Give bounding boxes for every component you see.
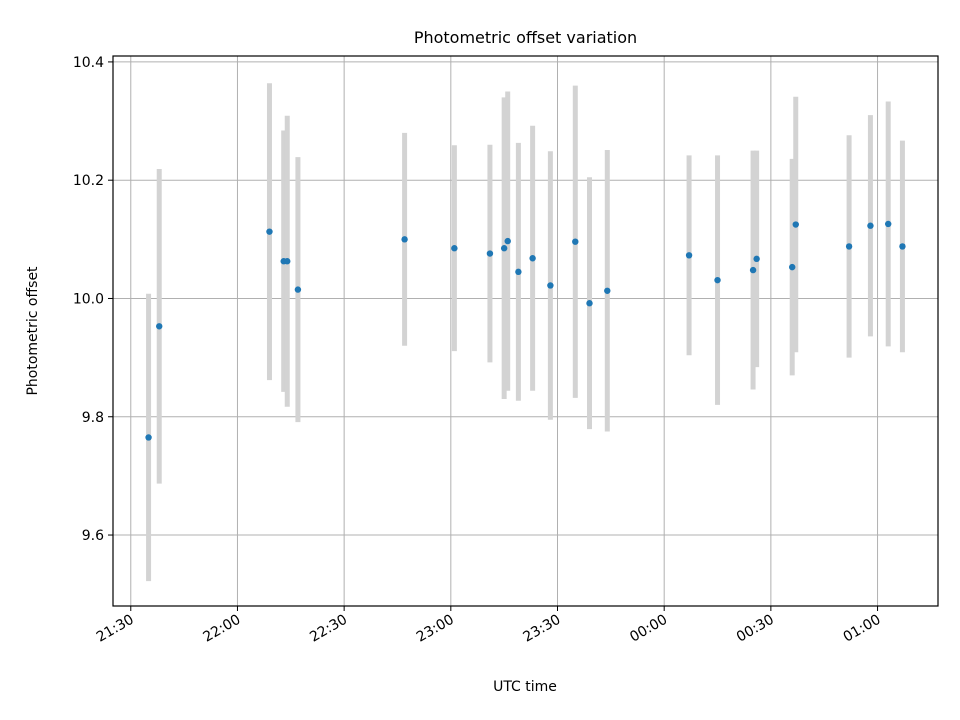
x-tick-label: 00:30	[734, 612, 777, 646]
x-tick-label: 23:00	[414, 612, 457, 646]
data-point	[500, 245, 508, 252]
error-bars	[146, 83, 905, 582]
data-point	[845, 243, 853, 250]
x-tick-label: 21:30	[94, 612, 137, 646]
axis-ticks: 21:30 22:00 22:30 23:00 23:30 00:00 00:30 01:00…	[73, 55, 884, 646]
x-tick-label: 23:30	[521, 612, 564, 646]
y-tick-label: 10.0	[73, 291, 104, 307]
data-point	[586, 300, 593, 307]
data-point	[789, 263, 796, 271]
data-point	[899, 243, 906, 250]
data-point	[156, 323, 163, 330]
data-point	[529, 255, 536, 262]
y-tick-label: 9.6	[82, 528, 104, 544]
data-point	[145, 434, 152, 441]
data-point	[451, 245, 458, 252]
data-point	[749, 266, 757, 274]
y-tick-label: 10.4	[73, 55, 104, 71]
y-tick-label: 10.2	[73, 173, 104, 189]
chart-title: Photometric offset variation	[414, 28, 637, 47]
data-point	[572, 238, 579, 245]
plot-frame	[112, 55, 939, 607]
data-point	[504, 237, 511, 245]
x-tick-label: 22:00	[201, 612, 244, 646]
x-tick-label: 01:00	[841, 612, 884, 646]
x-axis-label: UTC time	[493, 679, 557, 695]
data-point	[685, 252, 693, 259]
x-tick-label: 22:30	[307, 612, 350, 646]
y-tick-label: 9.8	[82, 410, 104, 426]
data-point	[294, 286, 302, 293]
grid	[113, 56, 938, 606]
data-point	[547, 282, 554, 289]
y-axis-label: Photometric offset	[25, 266, 41, 396]
data-point	[284, 258, 291, 265]
data-point	[714, 276, 721, 284]
data-points	[145, 220, 906, 441]
data-point	[604, 287, 611, 294]
data-point	[792, 221, 799, 228]
data-point	[515, 268, 522, 276]
data-point	[753, 255, 760, 263]
data-point	[486, 250, 494, 257]
x-tick-label: 00:00	[627, 612, 670, 646]
data-point	[266, 228, 273, 235]
data-point	[867, 222, 874, 229]
data-point	[885, 220, 892, 228]
data-point	[401, 236, 408, 243]
